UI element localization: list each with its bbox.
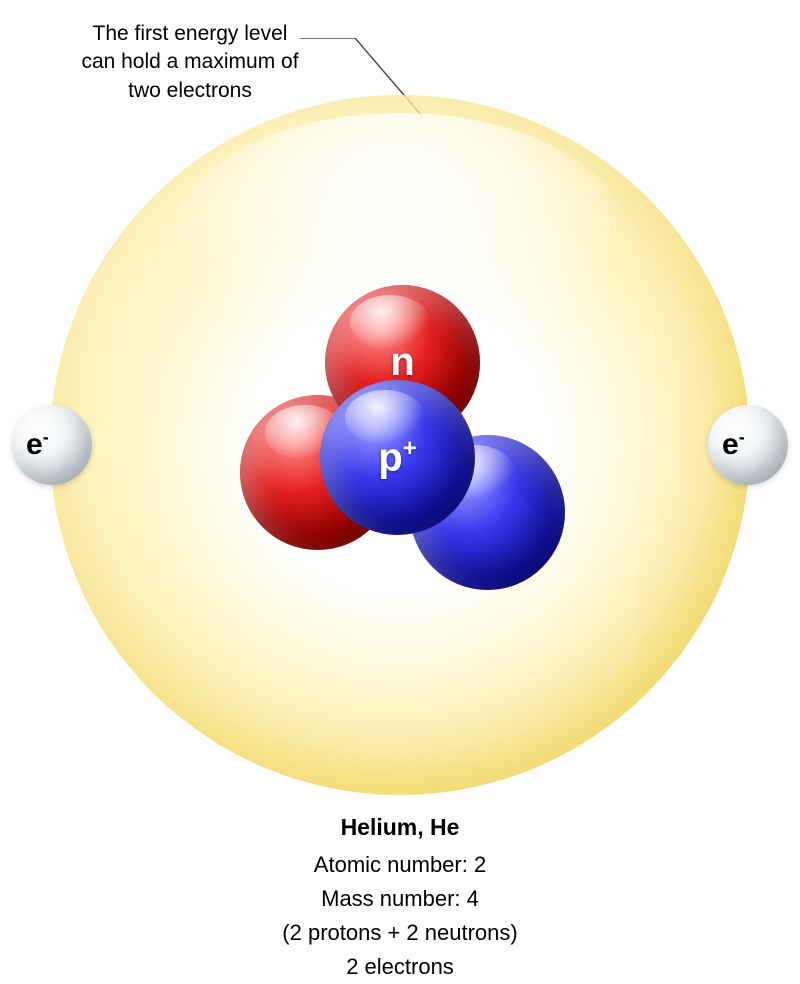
annotation-line1: The first energy level — [50, 20, 330, 48]
nucleus: n p+ p+ — [240, 285, 560, 605]
atom-diagram: e- e- e- e- n p+ p+ — [50, 95, 750, 795]
electron-left — [12, 405, 92, 485]
atom-caption: Helium, He Atomic number: 2 Mass number:… — [0, 810, 800, 984]
proton-1: p+ p+ — [320, 380, 475, 535]
caption-electron-count: 2 electrons — [0, 950, 800, 984]
caption-mass-number: Mass number: 4 — [0, 882, 800, 916]
annotation-line2: can hold a maximum of — [50, 48, 330, 76]
neutron-1-label: n — [390, 340, 414, 385]
electron-right — [708, 405, 788, 485]
electron-left-label: e- e- — [26, 427, 49, 462]
proton-1-label: p+ — [378, 435, 416, 480]
caption-atomic-number: Atomic number: 2 — [0, 848, 800, 882]
energy-level-annotation: The first energy level can hold a maximu… — [50, 20, 330, 105]
caption-composition: (2 protons + 2 neutrons) — [0, 916, 800, 950]
electron-right-label: e- e- — [722, 427, 745, 462]
caption-title: Helium, He — [0, 810, 800, 846]
